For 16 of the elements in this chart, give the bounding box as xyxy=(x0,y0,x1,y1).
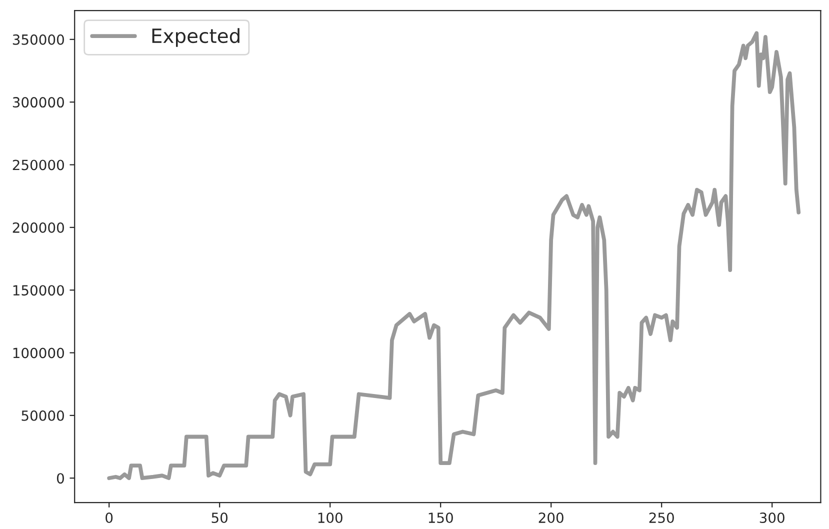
y-tick-label: 0 xyxy=(56,473,64,484)
x-tick-label: 300 xyxy=(760,512,784,524)
y-tick-label: 350000 xyxy=(12,34,64,45)
x-tick-label: 250 xyxy=(649,512,674,524)
x-tick-label: 0 xyxy=(106,512,113,524)
x-tick-label: 50 xyxy=(212,512,228,524)
y-tick-label: 50000 xyxy=(22,410,64,421)
x-tick-label: 200 xyxy=(538,512,564,524)
x-tick-label: 150 xyxy=(428,512,453,524)
y-tick-label: 150000 xyxy=(13,285,64,296)
x-tick-label: 100 xyxy=(318,512,342,524)
y-tick-label: 250000 xyxy=(12,160,64,170)
y-tick-label: 200000 xyxy=(12,222,64,233)
y-tick-label: 100000 xyxy=(13,348,64,358)
y-tick-label: 300000 xyxy=(12,97,64,108)
legend-label: Expected xyxy=(152,28,240,47)
